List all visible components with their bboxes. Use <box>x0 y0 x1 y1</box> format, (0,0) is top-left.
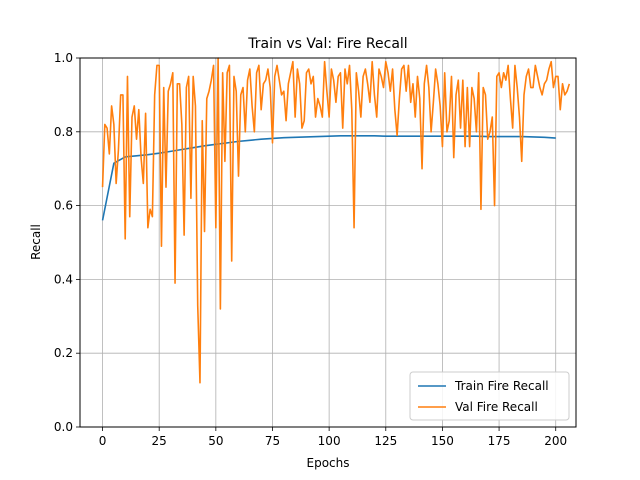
y-tick-label: 0.6 <box>54 199 73 213</box>
y-axis-label: Recall <box>29 224 43 260</box>
x-tick-label: 200 <box>544 434 567 448</box>
x-tick-label: 150 <box>431 434 454 448</box>
y-tick-label: 0.0 <box>54 420 73 434</box>
legend-label-val: Val Fire Recall <box>455 400 538 414</box>
x-tick-label: 50 <box>208 434 223 448</box>
y-tick-label: 0.2 <box>54 346 73 360</box>
legend: Train Fire Recall Val Fire Recall <box>410 372 569 420</box>
chart-title: Train vs Val: Fire Recall <box>247 36 407 52</box>
x-tick-label: 75 <box>265 434 280 448</box>
x-tick-label: 100 <box>318 434 341 448</box>
y-tick-label: 1.0 <box>54 51 73 65</box>
legend-label-train: Train Fire Recall <box>454 379 549 393</box>
x-axis-label: Epochs <box>307 456 350 470</box>
y-tick-label: 0.8 <box>54 125 73 139</box>
y-tick-label: 0.4 <box>54 272 73 286</box>
x-tick-label: 125 <box>374 434 397 448</box>
x-tick-label: 175 <box>488 434 511 448</box>
x-tick-label: 25 <box>152 434 167 448</box>
x-tick-label: 0 <box>99 434 107 448</box>
